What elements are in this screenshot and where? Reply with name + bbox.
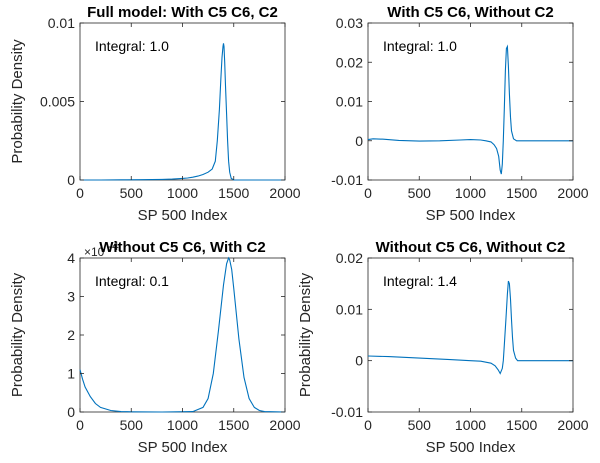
x-tick-label: 500 xyxy=(120,417,144,433)
x-tick-label: 1500 xyxy=(218,417,249,433)
y-tick-label: 0.02 xyxy=(336,54,363,70)
series-line xyxy=(367,44,573,175)
x-tick-label: 1000 xyxy=(455,185,486,201)
y-tick-label: 0 xyxy=(355,353,363,369)
x-tick-label: 2000 xyxy=(557,185,588,201)
y-tick-label: 0.005 xyxy=(40,94,75,110)
x-tick-label: 0 xyxy=(76,185,84,201)
y-tick-label: 0 xyxy=(355,133,363,149)
subplot-title: Without C5 C6, With C2 xyxy=(99,239,265,256)
series-line xyxy=(80,43,285,181)
y-tick-label: 0.01 xyxy=(336,301,363,317)
x-tick-label: 0 xyxy=(76,417,84,433)
integral-annotation: Integral: 1.0 xyxy=(95,38,169,54)
y-tick-label: 0.01 xyxy=(336,94,363,110)
y-tick-label: 0 xyxy=(67,172,75,188)
y-tick-label: 0 xyxy=(67,404,75,420)
y-axis-label: Probability Density xyxy=(9,272,26,397)
x-tick-label: 1500 xyxy=(218,185,249,201)
x-tick-label: 1500 xyxy=(506,417,537,433)
subplot-1: 0 500 1000 1500 2000 0 0.005 0.01 Full model: Wi… xyxy=(9,4,301,224)
integral-annotation: Integral: 1.4 xyxy=(383,273,457,289)
x-tick-label: 1500 xyxy=(506,185,537,201)
x-tick-label: 1000 xyxy=(167,185,198,201)
subplot-title: Full model: With C5 C6, C2 xyxy=(87,4,278,21)
y-tick-label: 0.02 xyxy=(336,250,363,266)
y-tick-label: 3 xyxy=(67,289,75,305)
x-tick-label: 0 xyxy=(364,417,372,433)
x-axis-label: SP 500 Index xyxy=(426,207,516,224)
y-axis-label: Probability Density xyxy=(9,39,26,164)
axes-box xyxy=(367,257,574,413)
y-tick-label: 1 xyxy=(67,366,75,382)
x-tick-label: 500 xyxy=(120,185,144,201)
y-tick-label: 4 xyxy=(67,250,75,266)
x-axis-label: SP 500 Index xyxy=(426,439,516,456)
x-tick-label: 2000 xyxy=(269,417,300,433)
y-tick-label: 2 xyxy=(67,327,75,343)
y-tick-label: 0.01 xyxy=(48,15,75,31)
series-line xyxy=(367,280,573,375)
y-tick-label: -0.01 xyxy=(331,172,363,188)
x-tick-label: 500 xyxy=(408,185,432,201)
x-tick-label: 1000 xyxy=(167,417,198,433)
x-tick-label: 2000 xyxy=(557,417,588,433)
integral-annotation: Integral: 1.0 xyxy=(383,38,457,54)
y-axis-label: Probability Density xyxy=(297,272,314,397)
y-exponent: ×10 xyxy=(84,245,105,259)
x-axis-label: SP 500 Index xyxy=(138,439,228,456)
y-exponent-power: -4 xyxy=(108,239,119,253)
x-axis-label: SP 500 Index xyxy=(138,207,228,224)
y-tick-label: -0.01 xyxy=(331,404,363,420)
x-tick-label: 2000 xyxy=(269,185,300,201)
y-tick-label: 0.03 xyxy=(336,15,363,31)
axes-box xyxy=(79,22,286,181)
x-tick-label: 1000 xyxy=(455,417,486,433)
x-tick-label: 500 xyxy=(408,417,432,433)
series-line xyxy=(79,256,286,413)
subplot-title: With C5 C6, Without C2 xyxy=(387,4,553,21)
integral-annotation: Integral: 0.1 xyxy=(95,273,169,289)
x-tick-label: 0 xyxy=(364,185,372,201)
subplot-title: Without C5 C6, Without C2 xyxy=(376,239,566,256)
